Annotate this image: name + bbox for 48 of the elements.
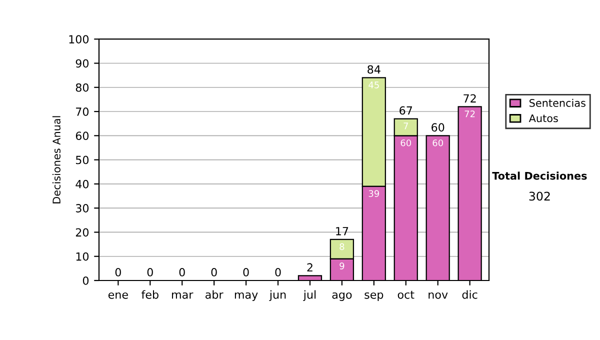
- y-tick-label: 0: [82, 276, 89, 285]
- text: 0: [211, 268, 217, 276]
- total-label: 84: [368, 65, 380, 74]
- x-tick-label: jul: [303, 290, 316, 301]
- data-label: 7: [404, 122, 408, 130]
- y-tick-label: 30: [76, 204, 89, 212]
- data-label: 39: [368, 190, 380, 197]
- y-axis-title: Decisiones Anual: [52, 116, 60, 204]
- total-label: 67: [400, 106, 412, 115]
- x-tick-label: oct: [398, 290, 414, 299]
- text: Total Decisiones: [492, 172, 587, 180]
- total-label: 60: [432, 123, 444, 132]
- x-tick-label: nov: [428, 292, 448, 299]
- y-tick-label: 10: [76, 252, 89, 261]
- data-label: 72: [464, 110, 475, 118]
- x-tick-label: dic: [462, 290, 478, 299]
- total-label: 72: [464, 94, 476, 102]
- y-tick-label: 60: [76, 132, 89, 140]
- text: 0: [243, 268, 249, 276]
- y-tick-label: 100: [69, 35, 89, 44]
- x-tick-label: may: [234, 292, 258, 301]
- y-tick-label: 20: [76, 228, 89, 237]
- y-tick-label: 80: [76, 83, 89, 92]
- data-label: 45: [368, 82, 379, 88]
- x-tick-label: sep: [364, 292, 384, 301]
- text: 0: [275, 268, 281, 276]
- y-tick-label: 90: [76, 59, 89, 68]
- legend-label: Sentencias: [530, 98, 586, 107]
- x-tick-label: ago: [332, 292, 352, 301]
- data-label: 60: [400, 139, 412, 146]
- text: 0: [115, 268, 121, 276]
- total-label: 2: [307, 263, 312, 272]
- data-label: 60: [432, 139, 443, 146]
- text: 0: [179, 268, 185, 276]
- x-tick-label: ene: [108, 292, 128, 299]
- total-label: 17: [336, 227, 348, 236]
- y-tick-label: 70: [76, 107, 89, 116]
- text: 0: [147, 268, 153, 276]
- x-tick-label: abr: [206, 290, 224, 299]
- text: 302: [529, 192, 550, 201]
- x-tick-label: mar: [172, 292, 194, 299]
- y-tick-label: 50: [76, 156, 89, 164]
- y-tick-label: 40: [76, 180, 89, 188]
- x-tick-label: feb: [142, 290, 158, 299]
- legend-label: Autos: [528, 114, 558, 122]
- data-label: 9: [340, 262, 344, 270]
- x-tick-label: jun: [269, 290, 286, 301]
- data-label: 8: [340, 243, 344, 250]
